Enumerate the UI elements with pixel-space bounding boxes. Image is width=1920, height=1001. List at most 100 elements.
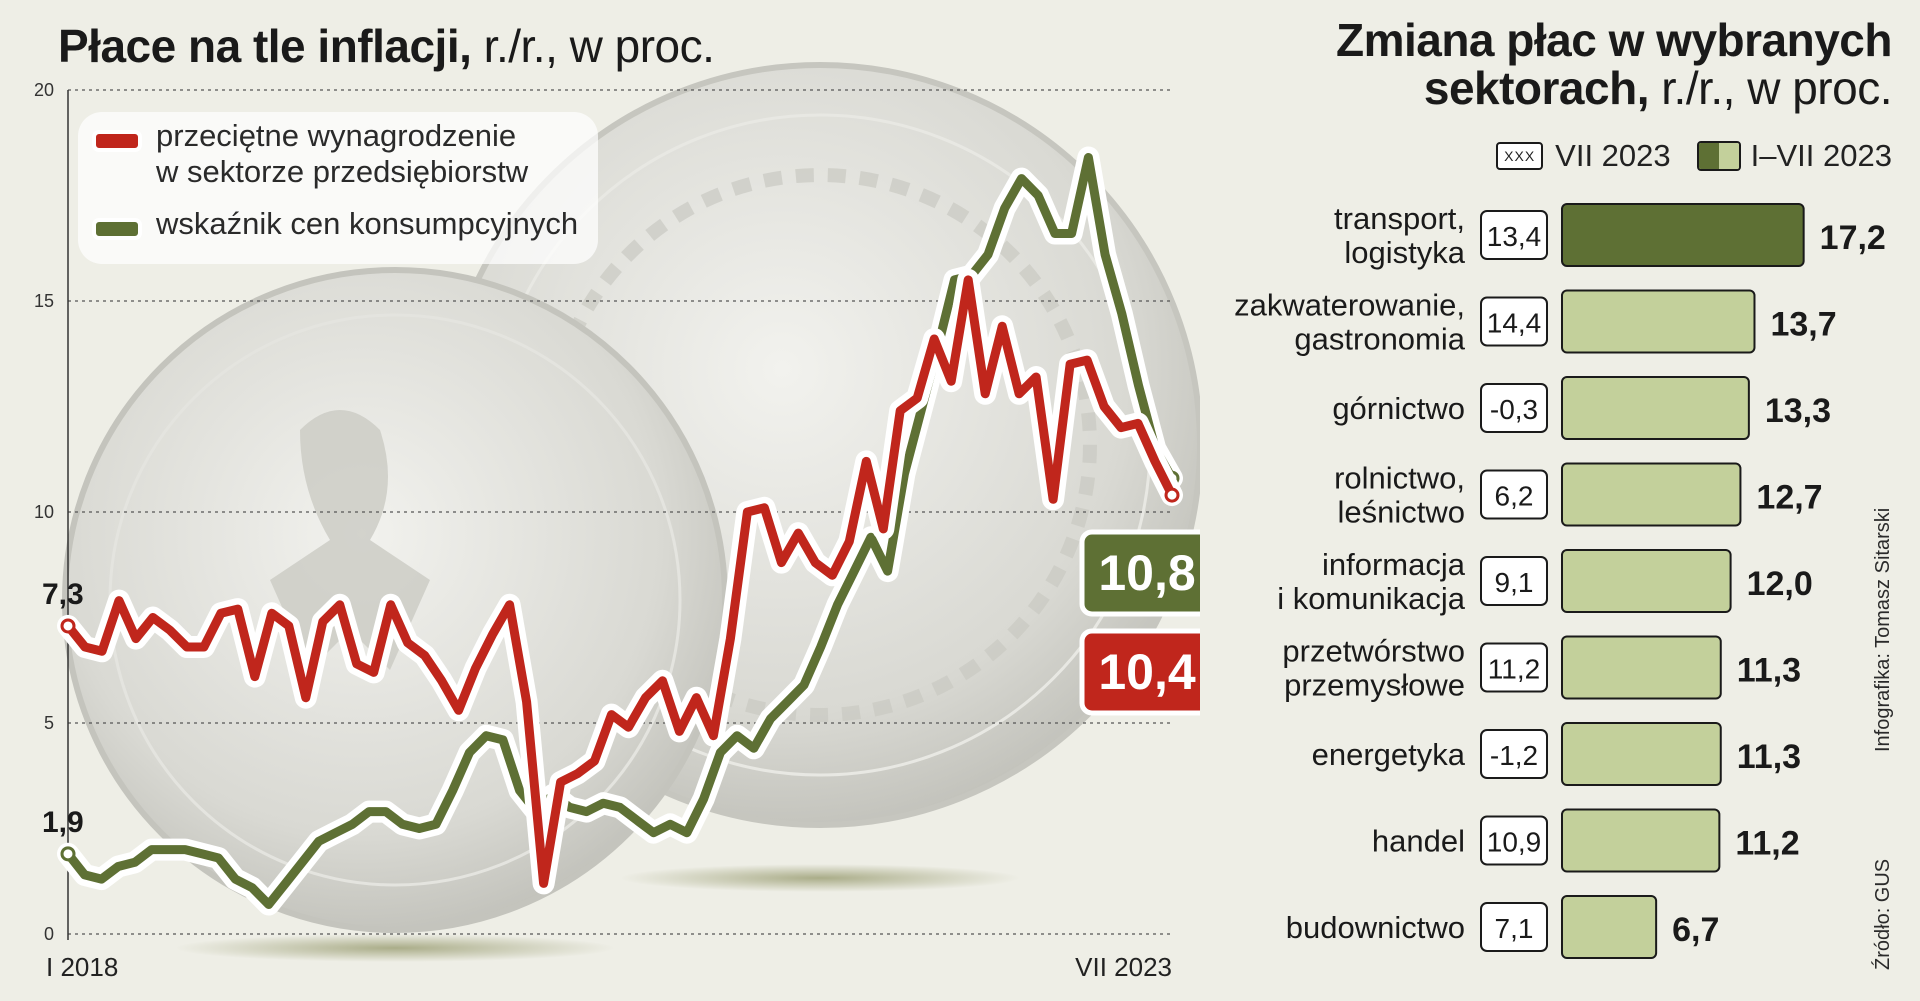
ivii-value-label: 6,7 bbox=[1672, 911, 1719, 949]
vii-value-box bbox=[1480, 902, 1548, 952]
y-tick-label: 5 bbox=[44, 713, 54, 733]
ivii-value-label: 17,2 bbox=[1820, 219, 1886, 257]
ivii-bar bbox=[1561, 376, 1750, 440]
vii-value-box bbox=[1480, 729, 1548, 779]
end-value-label-cpi: 10,8 bbox=[1098, 545, 1195, 601]
ivii-bar bbox=[1561, 462, 1742, 527]
y-tick-label: 0 bbox=[44, 924, 54, 944]
ivii-bar bbox=[1561, 203, 1805, 267]
sector-row: handel 10,9 11,2 bbox=[1372, 808, 1800, 873]
chart-title-sectors: Zmiana płac w wybranych sektorach, r./r.,… bbox=[1252, 14, 1893, 115]
series-line-cpi bbox=[63, 153, 1177, 909]
legend-swatch-wages bbox=[92, 130, 142, 152]
series-line-wages bbox=[63, 275, 1177, 888]
chart-title-sectors-line2-rest: r./r., w proc. bbox=[1648, 62, 1892, 115]
vii-value-box bbox=[1480, 642, 1548, 693]
sector-label: transport, bbox=[1334, 201, 1465, 236]
vii-value-label: -0,3 bbox=[1490, 394, 1538, 425]
sector-row: rolnictwo,leśnictwo 6,2 12,7 bbox=[1334, 461, 1823, 530]
chart-series-layer bbox=[57, 146, 1183, 916]
vii-value-label: 7,1 bbox=[1495, 913, 1534, 944]
sector-label: handel bbox=[1372, 824, 1465, 859]
ivii-value-label: 12,0 bbox=[1747, 565, 1813, 603]
legend-item-wages: przeciętne wynagrodzenie w sektorze prze… bbox=[92, 118, 578, 190]
start-label-wages: 7,3 bbox=[42, 578, 84, 611]
vii-value-label: -1,2 bbox=[1490, 740, 1538, 771]
chart-title-wages-rest: r./r., w proc. bbox=[471, 20, 715, 72]
source-text: Źródło: GUS bbox=[1872, 858, 1894, 970]
legend-swatch-vii: XXX bbox=[1496, 142, 1544, 170]
start-point-cpi bbox=[60, 846, 76, 862]
ivii-value-label: 13,3 bbox=[1765, 392, 1831, 430]
sector-label: informacja bbox=[1322, 547, 1466, 582]
ivii-value-label: 11,2 bbox=[1735, 825, 1799, 863]
ivii-value-label: 13,7 bbox=[1770, 306, 1836, 344]
vii-value-box bbox=[1480, 469, 1548, 520]
credit-text: Infografika: Tomasz Sitarski bbox=[1872, 507, 1894, 752]
sector-label: przetwórstwo bbox=[1282, 634, 1465, 669]
legend-label-vii: VII 2023 bbox=[1555, 138, 1671, 173]
sector-row: budownictwo 7,1 6,7 bbox=[1286, 895, 1719, 959]
x-tick-start: I 2018 bbox=[46, 952, 118, 982]
y-tick-label: 20 bbox=[34, 80, 54, 100]
sector-row: energetyka -1,2 11,3 bbox=[1312, 722, 1801, 786]
sector-label: logistyka bbox=[1344, 235, 1465, 270]
chart-title-sectors-line2-bold: sektorach, bbox=[1423, 62, 1650, 115]
end-value-box-cpi bbox=[1079, 529, 1200, 617]
vii-value-label: 9,1 bbox=[1495, 567, 1534, 598]
sector-label: budownictwo bbox=[1286, 910, 1465, 945]
start-point-wages bbox=[60, 618, 76, 634]
ivii-bar bbox=[1561, 635, 1722, 700]
sector-label: przemysłowe bbox=[1284, 668, 1465, 703]
bar-chart-legend: XXX VII 2023 I–VII 2023 bbox=[1496, 138, 1892, 174]
sector-row: zakwaterowanie,gastronomia 14,4 13,7 bbox=[1234, 288, 1837, 357]
vii-value-label: 11,2 bbox=[1488, 654, 1540, 685]
y-tick-label: 15 bbox=[34, 291, 54, 311]
chart-title-wages: Płace na tle inflacji, r./r., w proc. bbox=[58, 20, 715, 72]
legend-background bbox=[78, 112, 598, 264]
legend-swatch-ivii bbox=[1696, 141, 1741, 171]
ivii-bar bbox=[1561, 549, 1732, 613]
sector-row: górnictwo -0,3 13,3 bbox=[1332, 376, 1831, 440]
chart-labels-layer: 1,9 7,3 10,8 10,4 bbox=[42, 529, 1200, 839]
line-chart-legend: przeciętne wynagrodzenie w sektorze prze… bbox=[92, 118, 578, 258]
vii-value-box bbox=[1480, 383, 1548, 433]
ivii-value-label: 11,3 bbox=[1737, 652, 1801, 690]
vii-value-label: 13,4 bbox=[1487, 221, 1542, 252]
wages-vs-inflation-chart: 0 5 10 15 20 I 2018 VII 2023 1,9 7,3 10,8 10,4 bbox=[34, 62, 1200, 982]
end-point-wages bbox=[1164, 487, 1180, 503]
ivii-bar bbox=[1561, 808, 1721, 873]
chart-title-sectors-line1: Zmiana płac w wybranych bbox=[1335, 14, 1893, 66]
end-value-box-wages bbox=[1079, 628, 1200, 716]
ivii-value-label: 12,7 bbox=[1756, 479, 1822, 517]
legend-item-cpi: wskaźnik cen konsumpcyjnych bbox=[92, 206, 578, 242]
end-value-label-wages: 10,4 bbox=[1098, 644, 1196, 700]
legend-label-cpi: wskaźnik cen konsumpcyjnych bbox=[156, 206, 579, 241]
y-tick-label: 10 bbox=[34, 502, 54, 522]
ivii-value-label: 11,3 bbox=[1737, 738, 1801, 776]
legend-label-wages: przeciętne wynagrodzenie w sektorze prze… bbox=[156, 118, 529, 189]
sector-label: leśnictwo bbox=[1338, 495, 1466, 530]
sector-label: energetyka bbox=[1312, 737, 1466, 772]
sector-label: górnictwo bbox=[1332, 391, 1465, 426]
vii-value-label: 10,9 bbox=[1487, 827, 1542, 858]
sector-label: rolnictwo, bbox=[1334, 461, 1465, 496]
chart-grid: 0 5 10 15 20 I 2018 VII 2023 bbox=[34, 80, 1172, 982]
start-label-cpi: 1,9 bbox=[42, 806, 84, 839]
sector-label: i komunikacja bbox=[1277, 581, 1466, 616]
ivii-bar bbox=[1561, 895, 1658, 959]
legend-swatch-cpi bbox=[92, 218, 142, 240]
ivii-bar bbox=[1561, 289, 1756, 354]
vii-value-label: 14,4 bbox=[1487, 308, 1542, 339]
chart-title-wages-bold: Płace na tle inflacji, bbox=[58, 20, 472, 72]
vii-value-box bbox=[1480, 556, 1548, 606]
vii-value-box bbox=[1480, 210, 1548, 260]
vii-value-box bbox=[1480, 296, 1548, 347]
sector-label: zakwaterowanie, bbox=[1234, 288, 1465, 323]
ivii-bar bbox=[1561, 722, 1722, 786]
x-tick-end: VII 2023 bbox=[1075, 952, 1172, 982]
legend-label-ivii: I–VII 2023 bbox=[1750, 138, 1892, 173]
vii-value-label: 6,2 bbox=[1495, 481, 1534, 512]
